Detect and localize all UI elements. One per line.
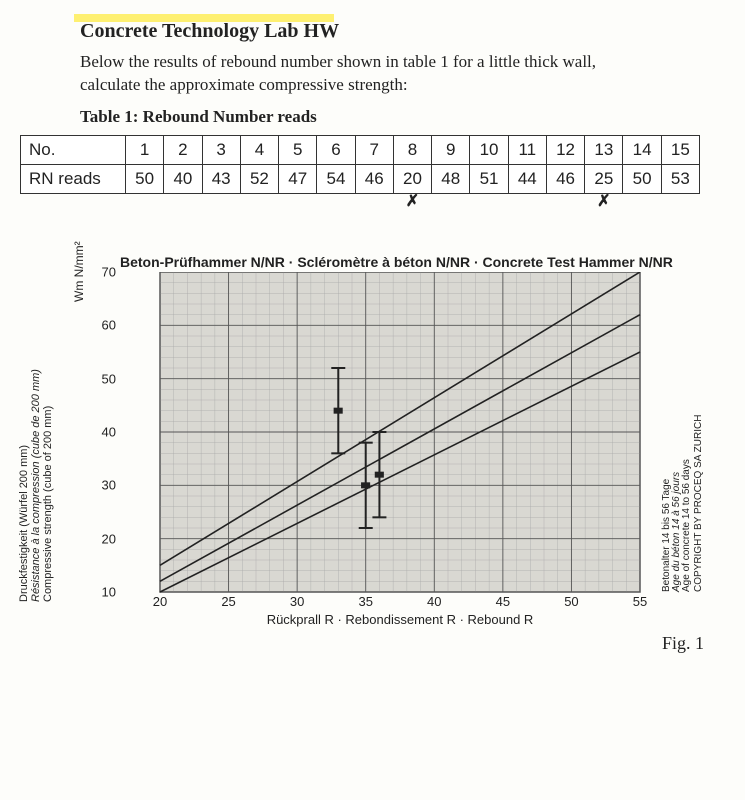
table-cell: 6 bbox=[317, 135, 355, 164]
table-caption: Table 1: Rebound Number reads bbox=[80, 107, 715, 127]
table-cell: 52 bbox=[240, 164, 278, 193]
table-cell: 5 bbox=[279, 135, 317, 164]
table-cell: 13 bbox=[585, 135, 623, 164]
table-cell: 54 bbox=[317, 164, 355, 193]
x-tick-label: 50 bbox=[564, 594, 578, 609]
y-tick-label: 50 bbox=[102, 371, 116, 386]
table-cell: 46 bbox=[546, 164, 584, 193]
table-cell: 8 bbox=[393, 135, 431, 164]
figure-caption: Fig. 1 bbox=[662, 633, 704, 654]
chart-container: Beton-Prüfhammer N/NR · Scléromètre à bé… bbox=[60, 254, 715, 622]
chart-title: Beton-Prüfhammer N/NR · Scléromètre à bé… bbox=[60, 254, 715, 270]
table-cell: 11 bbox=[508, 135, 546, 164]
right-label: Age of concrete 14 to 56 days bbox=[681, 459, 692, 592]
chart-plot-area: Druckfestigkeit (Würfel 200 mm) Résistan… bbox=[120, 272, 680, 622]
table-cell: 44 bbox=[508, 164, 546, 193]
y-tick-label: 40 bbox=[102, 424, 116, 439]
row-label-reads: RN reads bbox=[21, 164, 126, 193]
x-tick-label: 55 bbox=[633, 594, 647, 609]
highlight-bar bbox=[74, 14, 334, 22]
page-title: Concrete Technology Lab HW bbox=[80, 20, 715, 43]
y-axis-label: Druckfestigkeit (Würfel 200 mm) bbox=[18, 445, 30, 602]
table-cell: 51 bbox=[470, 164, 508, 193]
intro-text: Below the results of rebound number show… bbox=[80, 51, 715, 97]
y-tick-label: 70 bbox=[102, 264, 116, 279]
table-cell: 50 bbox=[126, 164, 164, 193]
table-cell: 15 bbox=[661, 135, 699, 164]
table-row: RN reads 5040435247544620✗4851444625✗505… bbox=[21, 164, 700, 193]
table-cell: 3 bbox=[202, 135, 240, 164]
right-label: COPYRIGHT BY PROCEQ SA ZURICH bbox=[693, 414, 704, 591]
intro-line-1: Below the results of rebound number show… bbox=[80, 52, 596, 71]
x-tick-label: 45 bbox=[496, 594, 510, 609]
table-row: No. 123456789101112131415 bbox=[21, 135, 700, 164]
y-axis-ticks: 10203040506070 bbox=[88, 272, 116, 592]
intro-line-2: calculate the approximate compressive st… bbox=[80, 75, 408, 94]
table-cell: 7 bbox=[355, 135, 393, 164]
table-cell: 2 bbox=[164, 135, 202, 164]
x-tick-label: 20 bbox=[153, 594, 167, 609]
y-tick-label: 10 bbox=[102, 584, 116, 599]
table-cell: 9 bbox=[432, 135, 470, 164]
y-axis-label: Résistance à la compression (cube de 200… bbox=[30, 369, 42, 602]
table-cell: 1 bbox=[126, 135, 164, 164]
table-cell: 4 bbox=[240, 135, 278, 164]
table-cell: 43 bbox=[202, 164, 240, 193]
table-cell: 12 bbox=[546, 135, 584, 164]
table-cell: 14 bbox=[623, 135, 661, 164]
strike-mark-icon: ✗ bbox=[406, 191, 419, 211]
right-label-group: Betonalter 14 bis 56 Tage Age du béton 1… bbox=[686, 272, 706, 592]
x-tick-label: 40 bbox=[427, 594, 441, 609]
table-cell: 46 bbox=[355, 164, 393, 193]
y-tick-label: 60 bbox=[102, 318, 116, 333]
table-cell: 10 bbox=[470, 135, 508, 164]
table-cell: 40 bbox=[164, 164, 202, 193]
table-cell: 25✗ bbox=[585, 164, 623, 193]
y-tick-label: 30 bbox=[102, 478, 116, 493]
title-text: Concrete Technology Lab HW bbox=[80, 20, 339, 42]
table-cell: 53 bbox=[661, 164, 699, 193]
x-tick-label: 35 bbox=[358, 594, 372, 609]
y-axis-unit: Wm N/mm² bbox=[72, 241, 86, 302]
table-cell: 20✗ bbox=[393, 164, 431, 193]
table-cell: 50 bbox=[623, 164, 661, 193]
rebound-table: No. 123456789101112131415 RN reads 50404… bbox=[20, 135, 700, 194]
table-cell: 48 bbox=[432, 164, 470, 193]
y-axis-label-group: Druckfestigkeit (Würfel 200 mm) Résistan… bbox=[50, 282, 74, 602]
strike-mark-icon: ✗ bbox=[597, 191, 610, 211]
x-tick-label: 25 bbox=[221, 594, 235, 609]
table-cell: 47 bbox=[279, 164, 317, 193]
chart-svg bbox=[120, 272, 680, 622]
row-label-no: No. bbox=[21, 135, 126, 164]
x-axis-label: Rückprall R · Rebondissement R · Rebound… bbox=[160, 612, 640, 627]
y-axis-label: Compressive strength (cube of 200 mm) bbox=[42, 406, 54, 602]
y-tick-label: 20 bbox=[102, 531, 116, 546]
x-tick-label: 30 bbox=[290, 594, 304, 609]
